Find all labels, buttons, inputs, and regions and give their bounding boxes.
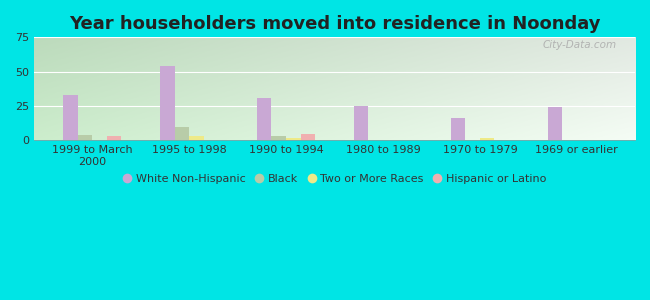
Bar [286, 138, 300, 140]
Bar [77, 135, 92, 140]
Bar [548, 107, 562, 140]
Bar [354, 106, 369, 140]
Legend: White Non-Hispanic, Black, Two or More Races, Hispanic or Latino: White Non-Hispanic, Black, Two or More R… [118, 169, 551, 188]
Bar [63, 95, 77, 140]
Bar [300, 134, 315, 140]
Bar [107, 136, 122, 140]
Text: City-Data.com: City-Data.com [543, 40, 617, 50]
Bar [451, 118, 465, 140]
Bar [160, 66, 175, 140]
Bar [480, 138, 495, 140]
Bar [189, 136, 203, 140]
Bar [257, 98, 272, 140]
Title: Year householders moved into residence in Noonday: Year householders moved into residence i… [69, 15, 600, 33]
Bar [175, 127, 189, 140]
Bar [272, 136, 286, 140]
